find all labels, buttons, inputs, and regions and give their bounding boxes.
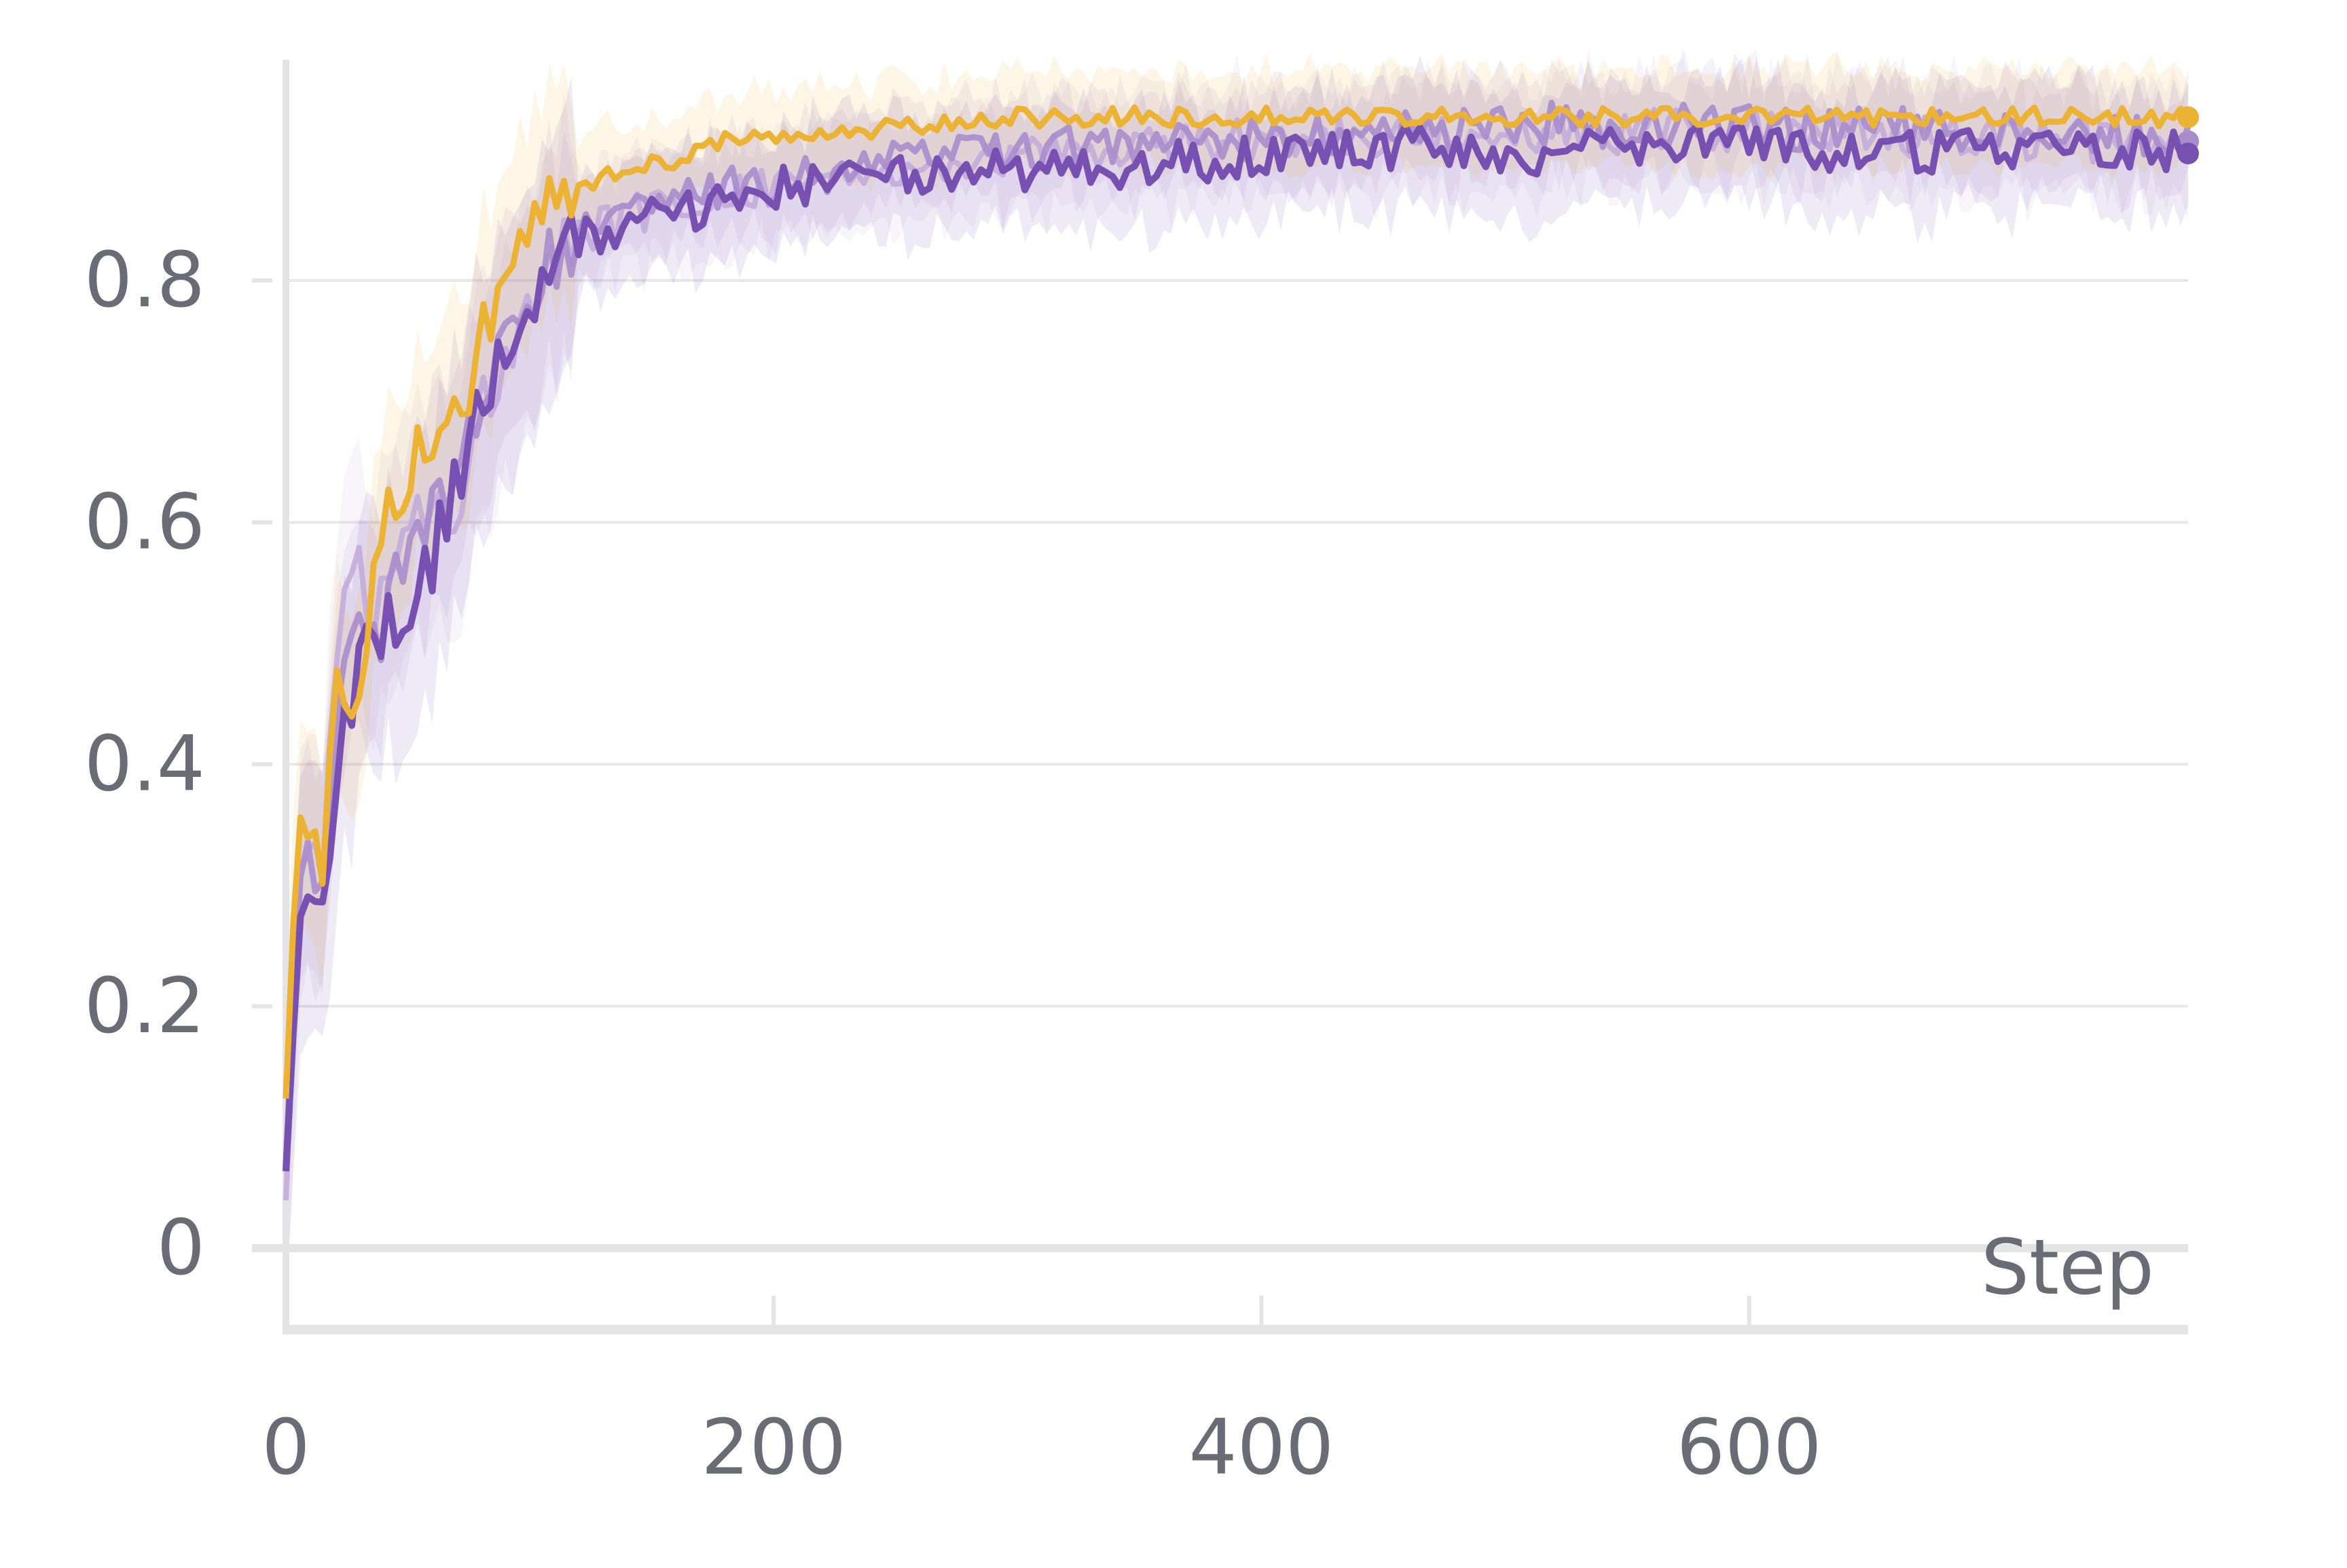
series-line (283, 99, 2191, 1166)
x-axis-title: Step (1981, 1224, 2154, 1312)
series-band (286, 49, 2188, 1326)
y-tick-label: 0.2 (84, 962, 205, 1051)
y-tick-label: 0.8 (84, 236, 205, 325)
y-tick-label: 0 (157, 1204, 205, 1292)
series-band (286, 47, 2188, 1269)
series-end-point (2177, 142, 2199, 164)
series-band (286, 52, 2188, 1211)
x-tick-label: 600 (1677, 1404, 1822, 1492)
x-tick-label: 200 (701, 1404, 846, 1492)
y-tick-label: 0.6 (84, 478, 205, 566)
series-line (283, 107, 2191, 1201)
confidence-bands (286, 47, 2188, 1326)
series-line (283, 122, 2191, 1172)
series-lines (283, 99, 2199, 1201)
grid-lines (286, 279, 2188, 1250)
series-line (283, 104, 2191, 1099)
series-end-point (2177, 106, 2199, 128)
series-band (286, 56, 2188, 1303)
x-tick-label: 400 (1189, 1404, 1334, 1492)
x-tick-label: 0 (261, 1404, 310, 1492)
tick-labels: 0 0.2 0.4 0.6 0.8 0 200 400 600 (84, 236, 1822, 1492)
y-tick-label: 0.4 (84, 721, 205, 809)
